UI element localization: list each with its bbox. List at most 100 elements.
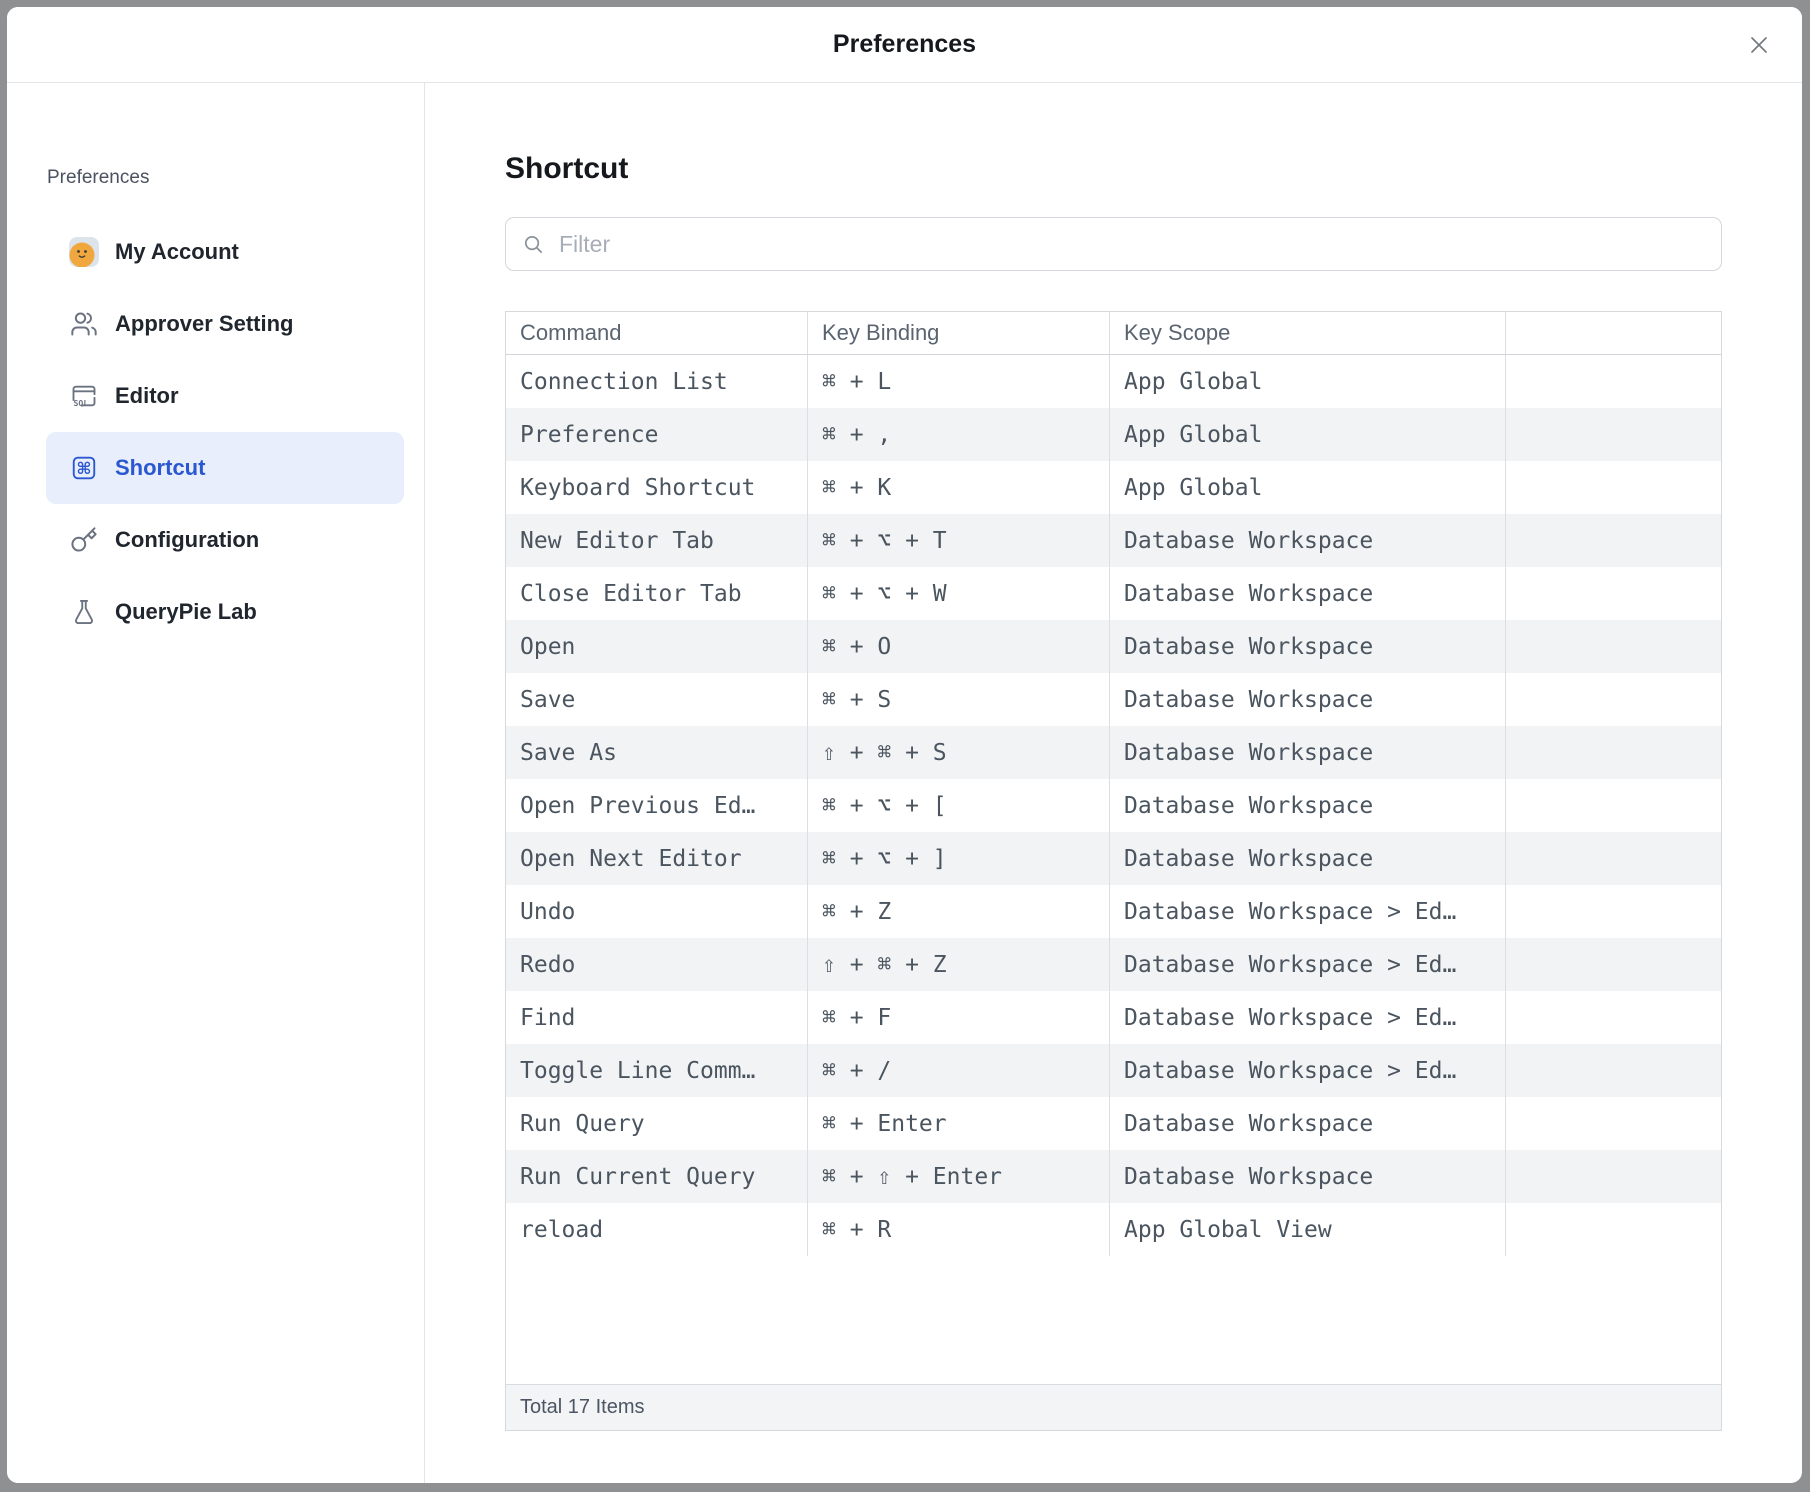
table-row[interactable]: reload ⌘ + R App Global View — [506, 1203, 1721, 1256]
table-row[interactable]: Keyboard Shortcut ⌘ + K App Global — [506, 461, 1721, 514]
empty-cell — [1506, 620, 1721, 673]
key-binding-cell: ⌘ + Z — [808, 885, 1110, 938]
command-cell: Toggle Line Comm… — [506, 1044, 808, 1097]
total-items-label: Total 17 Items — [520, 1396, 645, 1418]
table-row[interactable]: Close Editor Tab ⌘ + ⌥ + W Database Worksp… — [506, 567, 1721, 620]
table-row[interactable]: Toggle Line Comm… ⌘ + / Database Workspace… — [506, 1044, 1721, 1097]
table-row[interactable]: Open ⌘ + O Database Workspace — [506, 620, 1721, 673]
command-cell: Preference — [506, 408, 808, 461]
key-scope-cell: Database Workspace > Ed… — [1110, 885, 1506, 938]
table-row[interactable]: Undo ⌘ + Z Database Workspace > Ed… — [506, 885, 1721, 938]
sidebar-item-configuration[interactable]: Configuration — [46, 504, 404, 576]
sidebar-section-label: Preferences — [47, 167, 150, 188]
key-scope-cell: Database Workspace — [1110, 567, 1506, 620]
table-body: Connection List ⌘ + L App Global Preference… — [506, 355, 1721, 1256]
key-scope-cell: App Global View — [1110, 1203, 1506, 1256]
table-empty-space — [506, 1256, 1721, 1384]
avatar-emoji-icon — [69, 237, 99, 267]
empty-cell — [1506, 885, 1721, 938]
column-header-key-scope: Key Scope — [1110, 312, 1506, 354]
key-binding-cell: ⌘ + ⌥ + W — [808, 567, 1110, 620]
table-row[interactable]: Save ⌘ + S Database Workspace — [506, 673, 1721, 726]
sql-editor-icon: SQL — [69, 381, 99, 411]
table-row[interactable]: New Editor Tab ⌘ + ⌥ + T Database Workspac… — [506, 514, 1721, 567]
command-cell: Connection List — [506, 355, 808, 408]
table-row[interactable]: Run Current Query ⌘ + ⇧ + Enter Database W… — [506, 1150, 1721, 1203]
table-row[interactable]: Find ⌘ + F Database Workspace > Ed… — [506, 991, 1721, 1044]
command-cell: Run Query — [506, 1097, 808, 1150]
key-scope-cell: Database Workspace — [1110, 620, 1506, 673]
shortcut-table: Command Key Binding Key Scope Connection… — [505, 311, 1722, 1431]
table-row[interactable]: Save As ⇧ + ⌘ + S Database Workspace — [506, 726, 1721, 779]
sidebar-item-label: Editor — [115, 383, 179, 408]
command-cell: reload — [506, 1203, 808, 1256]
preferences-dialog: Preferences Preferences — [7, 7, 1802, 1483]
sidebar-item-label: Configuration — [115, 527, 260, 552]
key-binding-cell: ⌘ + ⌥ + [ — [808, 779, 1110, 832]
sidebar-item-label: Approver Setting — [115, 311, 294, 336]
page-title: Shortcut — [505, 152, 629, 185]
svg-text:⌘: ⌘ — [76, 459, 91, 478]
key-scope-cell: Database Workspace > Ed… — [1110, 938, 1506, 991]
table-row[interactable]: Run Query ⌘ + Enter Database Workspace — [506, 1097, 1721, 1150]
sidebar-item-querypie-lab[interactable]: QueryPie Lab — [46, 576, 404, 648]
flask-icon — [69, 597, 99, 627]
empty-cell — [1506, 1150, 1721, 1203]
empty-cell — [1506, 408, 1721, 461]
sidebar-item-shortcut[interactable]: ⌘ Shortcut — [46, 432, 404, 504]
key-scope-cell: Database Workspace > Ed… — [1110, 1044, 1506, 1097]
key-binding-cell: ⇧ + ⌘ + S — [808, 726, 1110, 779]
key-scope-cell: App Global — [1110, 461, 1506, 514]
key-scope-cell: Database Workspace — [1110, 832, 1506, 885]
empty-cell — [1506, 514, 1721, 567]
empty-cell — [1506, 991, 1721, 1044]
table-row[interactable]: Open Next Editor ⌘ + ⌥ + ] Database Worksp… — [506, 832, 1721, 885]
key-binding-cell: ⌘ + F — [808, 991, 1110, 1044]
empty-cell — [1506, 779, 1721, 832]
filter-input[interactable] — [557, 229, 1705, 259]
column-header-command: Command — [506, 312, 808, 354]
table-row[interactable]: Open Previous Ed… ⌘ + ⌥ + [Database Works… — [506, 779, 1721, 832]
key-binding-cell: ⌘ + ⌥ + T — [808, 514, 1110, 567]
sidebar-item-approver-setting[interactable]: Approver Setting — [46, 288, 404, 360]
sidebar-item-my-account[interactable]: My Account — [46, 216, 404, 288]
command-icon: ⌘ — [69, 453, 99, 483]
sidebar-item-label: QueryPie Lab — [115, 599, 257, 624]
sidebar: Preferences — [7, 83, 425, 1483]
sidebar-nav: My Account Approver Setting — [7, 216, 424, 648]
dialog-titlebar: Preferences — [7, 7, 1802, 83]
key-scope-cell: Database Workspace > Ed… — [1110, 991, 1506, 1044]
command-cell: Open — [506, 620, 808, 673]
table-header: Command Key Binding Key Scope — [506, 312, 1721, 355]
empty-cell — [1506, 1044, 1721, 1097]
command-cell: Open Previous Ed… — [506, 779, 808, 832]
table-row[interactable]: Connection List ⌘ + L App Global — [506, 355, 1721, 408]
command-cell: Keyboard Shortcut — [506, 461, 808, 514]
key-binding-cell: ⌘ + R — [808, 1203, 1110, 1256]
column-header-key-binding: Key Binding — [808, 312, 1110, 354]
empty-cell — [1506, 938, 1721, 991]
table-row[interactable]: Preference ⌘ + , App Global — [506, 408, 1721, 461]
key-scope-cell: Database Workspace — [1110, 1097, 1506, 1150]
key-binding-cell: ⌘ + / — [808, 1044, 1110, 1097]
command-cell: Find — [506, 991, 808, 1044]
command-cell: Open Next Editor — [506, 832, 808, 885]
key-binding-cell: ⌘ + L — [808, 355, 1110, 408]
key-binding-cell: ⌘ + Enter — [808, 1097, 1110, 1150]
table-row[interactable]: Redo ⇧ + ⌘ + Z Database Workspace > Ed… — [506, 938, 1721, 991]
key-scope-cell: Database Workspace — [1110, 673, 1506, 726]
key-scope-cell: Database Workspace — [1110, 514, 1506, 567]
table-footer: Total 17 Items — [506, 1384, 1721, 1430]
command-cell: Redo — [506, 938, 808, 991]
sidebar-item-editor[interactable]: SQL Editor — [46, 360, 404, 432]
empty-cell — [1506, 1203, 1721, 1256]
search-icon — [522, 233, 545, 256]
close-button[interactable] — [1742, 28, 1776, 62]
command-cell: Run Current Query — [506, 1150, 808, 1203]
key-scope-cell: Database Workspace — [1110, 726, 1506, 779]
empty-cell — [1506, 461, 1721, 514]
column-header-empty — [1506, 312, 1721, 354]
empty-cell — [1506, 673, 1721, 726]
empty-cell — [1506, 567, 1721, 620]
